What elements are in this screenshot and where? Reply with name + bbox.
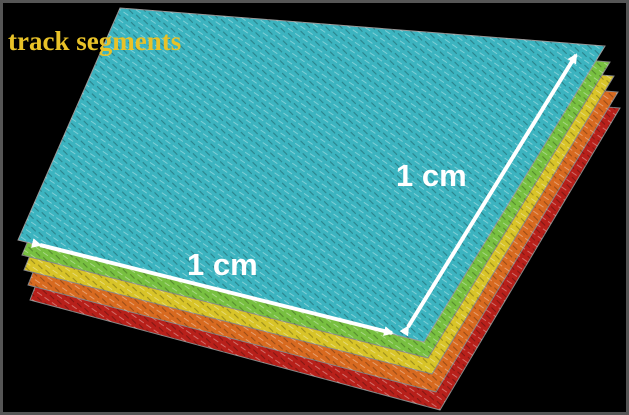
- scene: track segments 1 cm 1 cm: [0, 0, 629, 415]
- page: {"title": "track segments", "dimension_l…: [0, 0, 629, 415]
- dimension-label: 1 cm: [187, 247, 258, 282]
- title: track segments: [8, 26, 181, 56]
- dimension-label: 1 cm: [396, 158, 467, 193]
